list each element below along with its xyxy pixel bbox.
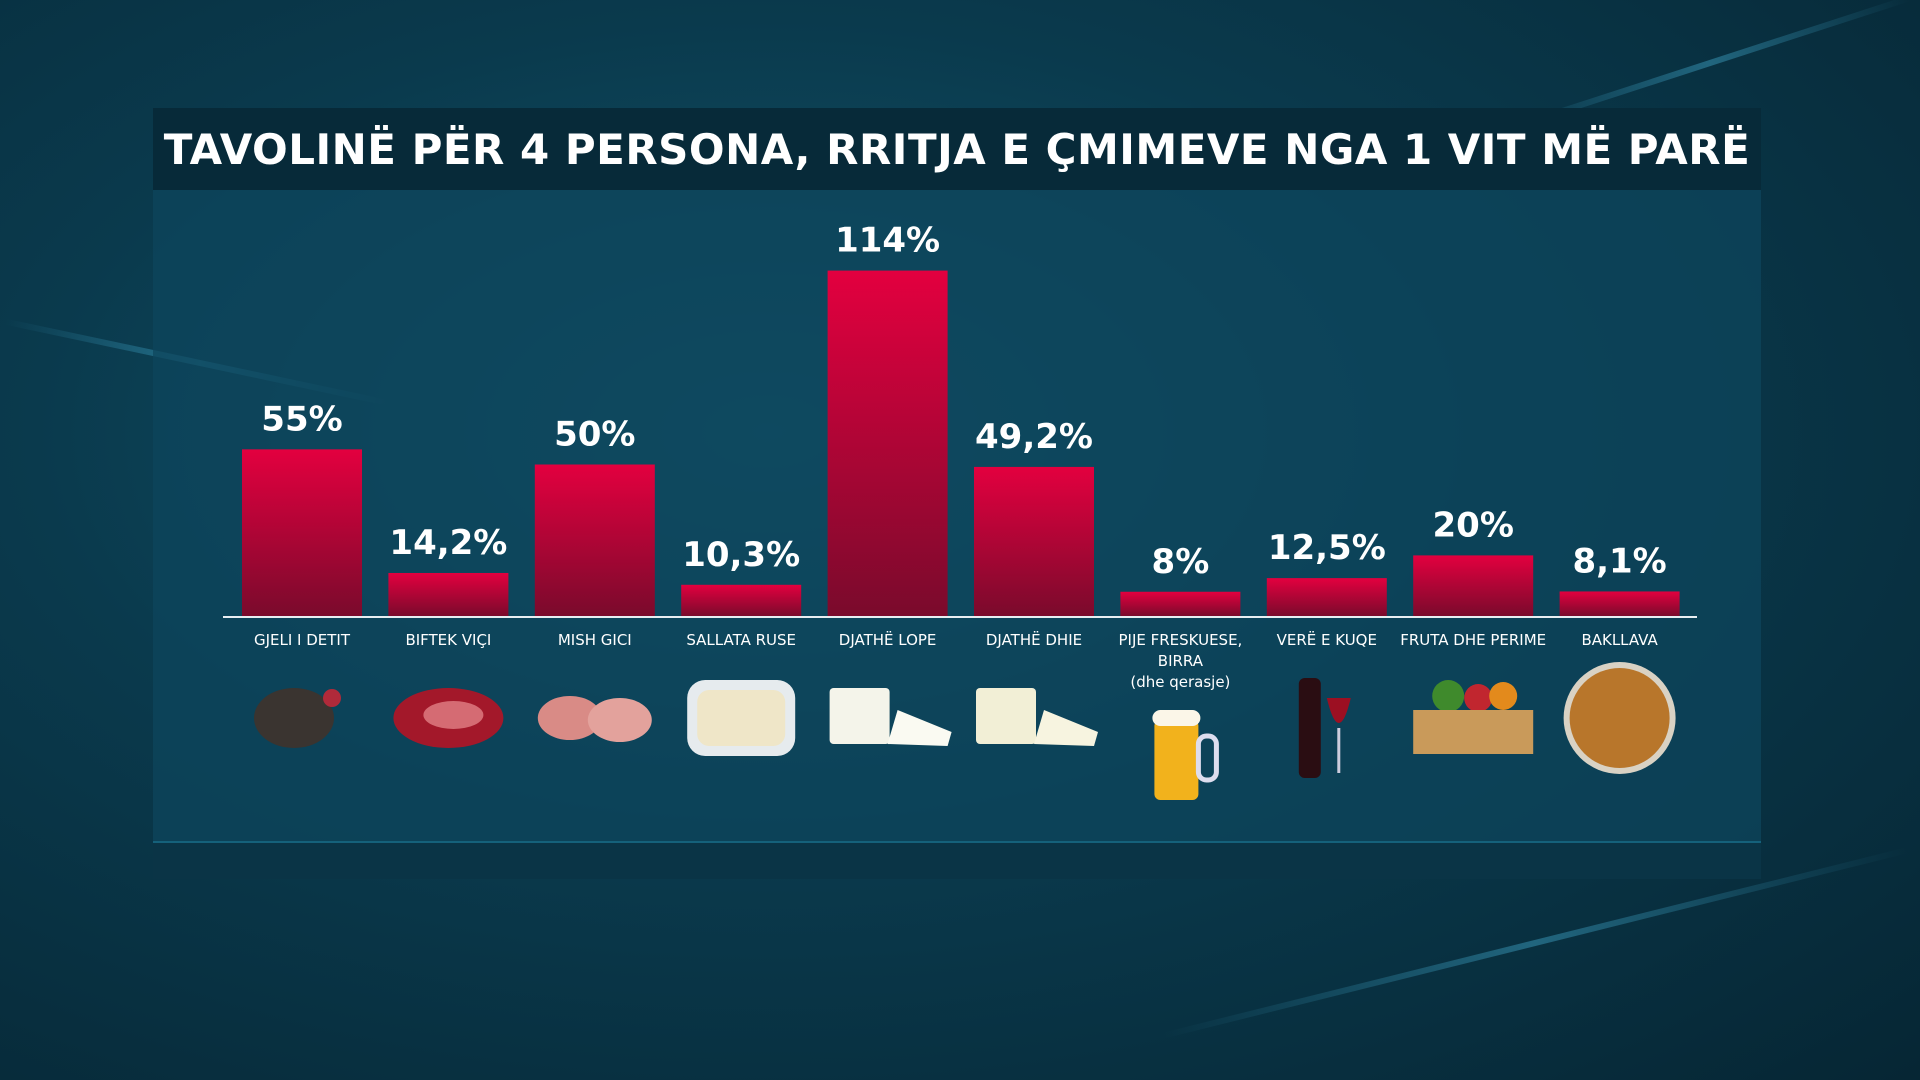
steak-marbling <box>423 701 484 729</box>
data-label: 114% <box>835 221 940 261</box>
pork-chops-icon <box>537 696 652 742</box>
salad <box>697 690 786 746</box>
category-label: MISH GICI <box>558 631 632 649</box>
cheese-block <box>829 688 890 744</box>
data-label: 8,1% <box>1572 541 1666 581</box>
data-label: 12,5% <box>1268 528 1386 568</box>
pork-chop <box>537 696 602 740</box>
goat-cheese-icon <box>976 688 1098 746</box>
vegetable <box>1489 682 1518 710</box>
bar <box>681 584 802 616</box>
category-label: BAKLLAVA <box>1581 631 1658 649</box>
turkey-body <box>254 688 334 748</box>
turkey-icon <box>254 688 341 748</box>
bar <box>242 449 362 616</box>
beer-handle <box>1195 733 1219 783</box>
data-label: 14,2% <box>389 523 507 563</box>
title-bar: TAVOLINË PËR 4 PERSONA, RRITJA E ÇMIMEVE… <box>153 108 1761 190</box>
russian-salad-icon <box>687 680 796 756</box>
red-wine-icon <box>1298 678 1351 778</box>
category-label: SALLATA RUSE <box>686 631 796 649</box>
panel-footer-bar <box>153 841 1761 879</box>
data-label: 49,2% <box>975 417 1093 457</box>
category-label: BIRRA <box>1158 652 1204 670</box>
category-label: DJATHË DHIE <box>986 630 1082 649</box>
bar <box>534 464 655 616</box>
category-label: DJATHË LOPE <box>839 630 937 649</box>
chart-title: TAVOLINË PËR 4 PERSONA, RRITJA E ÇMIMEVE… <box>163 124 1751 174</box>
data-label: 50% <box>554 415 635 455</box>
category-label: BIFTEK VIÇI <box>405 631 491 649</box>
bar <box>827 270 948 616</box>
beer-mug-icon <box>1152 710 1219 800</box>
bar <box>1559 591 1680 616</box>
data-label: 20% <box>1433 505 1514 545</box>
category-label: VERË E KUQE <box>1277 630 1377 649</box>
wine-glass <box>1326 698 1351 723</box>
vegetable-crate-icon <box>1413 680 1534 754</box>
category-label: GJELI I DETIT <box>254 631 351 649</box>
data-label: 8% <box>1152 542 1210 582</box>
beef-steak-icon <box>393 688 504 748</box>
category-label: FRUTA DHE PERIME <box>1400 631 1546 649</box>
bar <box>388 572 509 616</box>
vegetable <box>1464 684 1493 712</box>
bar <box>1413 555 1534 616</box>
category-note: (dhe qerasje) <box>1130 673 1230 691</box>
wooden-crate <box>1413 710 1534 754</box>
pork-chop <box>587 698 652 742</box>
beer-glass <box>1154 720 1199 800</box>
chart-panel: TAVOLINË PËR 4 PERSONA, RRITJA E ÇMIMEVE… <box>153 108 1761 879</box>
cow-cheese-icon <box>829 688 952 746</box>
cheese-slices <box>1034 710 1098 746</box>
baklava <box>1569 668 1670 768</box>
category-label: PIJE FRESKUESE, <box>1118 631 1242 649</box>
beer-foam <box>1152 710 1201 726</box>
bar <box>974 466 1094 616</box>
data-label: 10,3% <box>682 535 800 575</box>
cheese-block <box>976 688 1036 744</box>
cheese-slices <box>887 710 952 746</box>
baklava-icon <box>1563 662 1676 774</box>
vegetable <box>1432 680 1465 712</box>
wine-bottle <box>1298 678 1321 778</box>
turkey-head <box>323 689 341 707</box>
data-label: 55% <box>261 399 342 439</box>
bar <box>1266 578 1387 616</box>
bar <box>1120 591 1241 616</box>
